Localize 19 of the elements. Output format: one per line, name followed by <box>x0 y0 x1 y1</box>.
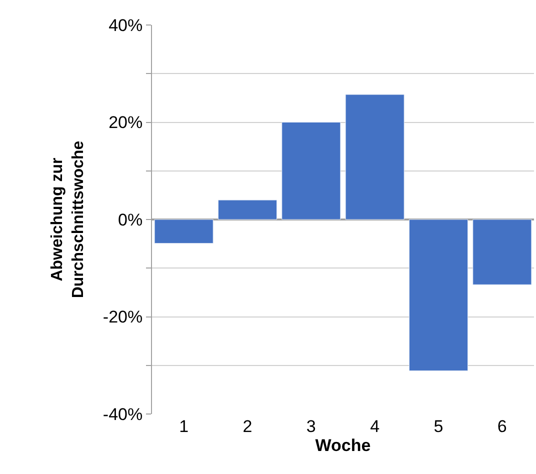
x-axis-title: Woche <box>315 436 371 455</box>
y-tick-label: 0% <box>118 210 143 230</box>
x-tick-label: 6 <box>497 417 507 436</box>
x-tick-label: 4 <box>370 417 380 436</box>
bar <box>154 219 214 244</box>
bar <box>408 219 468 371</box>
y-tick-label: 40% <box>108 16 143 35</box>
x-tick-label: 3 <box>306 417 316 436</box>
bar <box>218 200 278 220</box>
bar <box>282 122 341 220</box>
bar <box>345 94 404 220</box>
x-tick-label: 2 <box>242 417 252 436</box>
y-tick-label: 20% <box>108 113 143 132</box>
y-tick-label: -20% <box>102 308 143 327</box>
x-tick-label: 5 <box>434 417 444 436</box>
bar <box>472 219 532 285</box>
x-tick-label: 1 <box>179 417 189 436</box>
y-axis-title: Abweichung zur Durchschnittswoche <box>49 140 87 298</box>
y-tick-label: -40% <box>102 404 143 424</box>
